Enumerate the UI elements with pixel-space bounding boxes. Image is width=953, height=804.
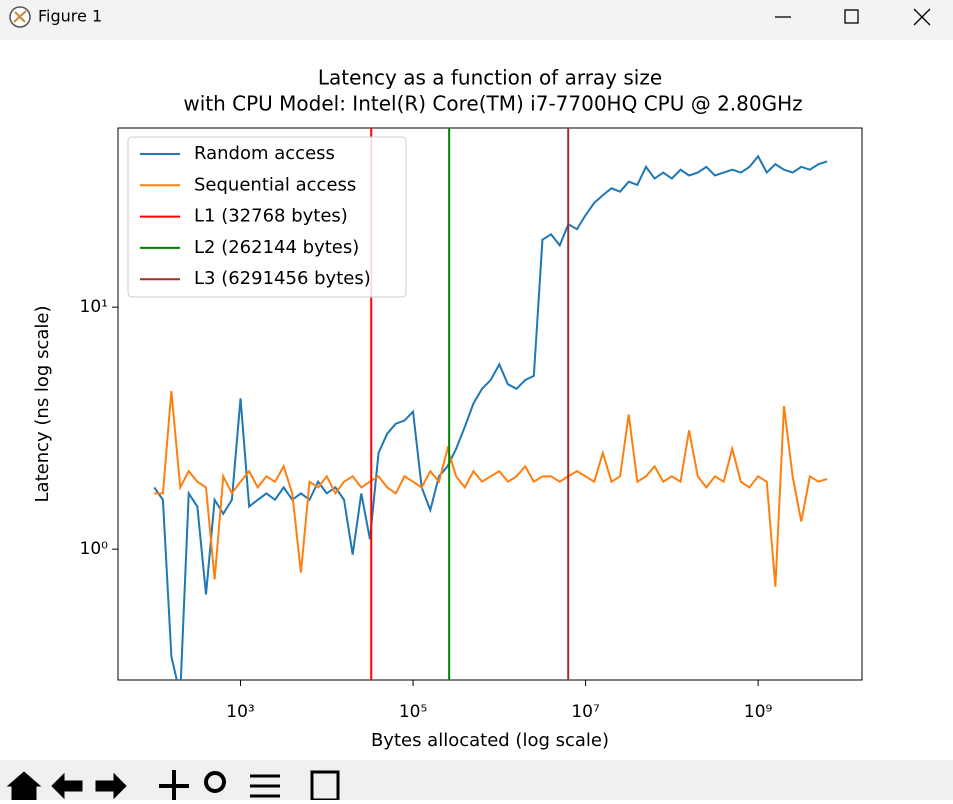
chart-title: Latency as a function of array size: [318, 66, 662, 90]
close-button[interactable]: [913, 8, 931, 26]
x-axis-label: Bytes allocated (log scale): [371, 730, 609, 751]
configure-button[interactable]: [250, 774, 280, 798]
forward-button[interactable]: [95, 772, 127, 800]
maximize-button[interactable]: [844, 9, 859, 24]
legend-label: L3 (6291456 bytes): [194, 268, 371, 289]
y-axis-label: Latency (ns log scale): [32, 306, 53, 503]
zoom-button[interactable]: [204, 771, 226, 793]
legend-label: Sequential access: [194, 174, 356, 195]
data-line: [154, 390, 828, 587]
x-tick-label: 10⁷: [571, 702, 600, 722]
toolbar-icons: [6, 770, 340, 802]
pan-button[interactable]: [159, 770, 189, 800]
toolbar: [0, 760, 953, 800]
chart-subtitle: with CPU Model: Intel(R) Core(TM) i7-770…: [183, 92, 802, 116]
back-button[interactable]: [51, 772, 83, 800]
legend-label: L2 (262144 bytes): [194, 237, 359, 258]
title-bar: [0, 0, 953, 40]
plot-area: [153, 128, 828, 680]
data-line: [153, 154, 828, 680]
window-title: Figure 1: [38, 7, 102, 26]
app-icon: [9, 6, 31, 28]
x-tick-label: 10⁵: [399, 702, 427, 722]
y-tick-label: 10⁰: [80, 539, 109, 559]
legend-label: Random access: [194, 143, 335, 164]
x-tick-label: 10⁹: [744, 702, 773, 722]
legend-label: L1 (32768 bytes): [194, 206, 348, 227]
x-tick-label: 10³: [226, 702, 254, 722]
axes-frame: [117, 127, 863, 681]
home-button[interactable]: [6, 771, 42, 801]
legend-box: [127, 136, 407, 298]
y-tick-label: 10¹: [80, 297, 108, 317]
legend: Random access Sequential access L1 (32768 …: [127, 136, 407, 298]
